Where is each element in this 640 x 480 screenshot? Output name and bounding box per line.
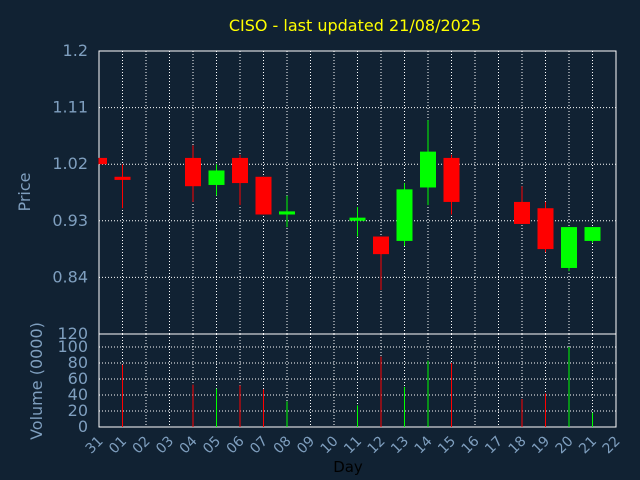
x-axis-label: Day	[333, 458, 363, 476]
candle-body	[349, 217, 366, 221]
candle-body	[396, 189, 413, 241]
candle-11	[349, 206, 366, 237]
candle-07	[255, 176, 272, 215]
candle-body	[514, 201, 530, 224]
price-panel: 1.2 1.11 1.02 0.93 0.84	[52, 41, 617, 335]
volume-axis-label: Volume (0000)	[27, 322, 46, 440]
candle-body	[232, 157, 248, 184]
x-tick-label: 04	[177, 433, 201, 457]
candle-20	[561, 227, 577, 272]
candle-body	[561, 227, 577, 268]
candle-01	[114, 164, 131, 209]
x-tick-label: 03	[153, 433, 177, 457]
x-tick-label: 02	[130, 433, 154, 457]
price-tick-label: 1.2	[63, 41, 88, 60]
x-tick-label: 13	[388, 433, 412, 457]
candle-21	[584, 227, 601, 243]
x-tick-label: 01	[106, 433, 130, 457]
x-tick-label: 18	[506, 433, 530, 457]
volume-tick-label: 40	[68, 385, 88, 404]
candle-body	[114, 176, 131, 180]
candle-06	[232, 154, 248, 206]
x-tick-label: 05	[200, 433, 224, 457]
candle-05	[208, 164, 225, 196]
candle-12	[373, 236, 389, 290]
x-tick-label: 12	[365, 433, 389, 457]
candle-body	[537, 208, 554, 250]
x-tick-label: 11	[341, 433, 365, 457]
candle-body	[279, 211, 295, 215]
volume-tick-label: 80	[68, 353, 88, 372]
candle-19	[537, 201, 554, 253]
candle-body	[208, 170, 225, 185]
x-tick-label: 19	[529, 433, 553, 457]
volume-tick-label: 0	[78, 417, 88, 436]
volume-tick-label: 20	[68, 401, 88, 420]
candle-14	[420, 120, 436, 206]
price-tick-label: 0.84	[52, 267, 88, 286]
candle-13	[396, 183, 413, 246]
x-tick-label: 07	[247, 433, 271, 457]
candle-body	[373, 236, 389, 255]
candle-body	[443, 157, 460, 202]
x-tick-label: 08	[271, 433, 295, 457]
x-tick-label: 06	[224, 433, 248, 457]
x-tick-label: 15	[435, 433, 459, 457]
x-tick-label: 16	[459, 433, 483, 457]
x-tick-label: 21	[576, 433, 600, 457]
candle-08	[279, 195, 295, 228]
x-tick-label: 22	[600, 433, 624, 457]
volume-tick-label: 100	[57, 337, 88, 356]
volume-tick-label: 60	[68, 369, 88, 388]
x-tick-label: 14	[412, 433, 436, 457]
candle-body	[420, 151, 436, 188]
x-tick-label: 17	[482, 433, 506, 457]
price-axis-label: Price	[15, 172, 34, 211]
candle-18	[514, 186, 530, 224]
volume-tick-label: 120	[57, 324, 88, 343]
x-tick-label: 09	[294, 433, 318, 457]
candle-body	[185, 157, 201, 187]
candle-04	[185, 145, 201, 202]
candle-31	[98, 157, 107, 165]
x-axis: 31 01 02 03 04 05 06 07 08 09 10 11 12 13 14 15 16 17 18 19…	[83, 433, 624, 457]
x-tick-label: 20	[553, 433, 577, 457]
x-tick-label: 10	[318, 433, 342, 457]
candle-body	[255, 176, 272, 215]
chart-title: CISO - last updated 21/08/2025	[229, 16, 481, 35]
price-tick-label: 1.11	[52, 98, 88, 117]
price-tick-label: 0.93	[52, 211, 88, 230]
price-tick-label: 1.02	[52, 154, 88, 173]
candle-body	[584, 227, 601, 241]
x-tick-label: 31	[83, 433, 107, 457]
candle-15	[443, 154, 460, 215]
candle-body	[99, 157, 107, 165]
